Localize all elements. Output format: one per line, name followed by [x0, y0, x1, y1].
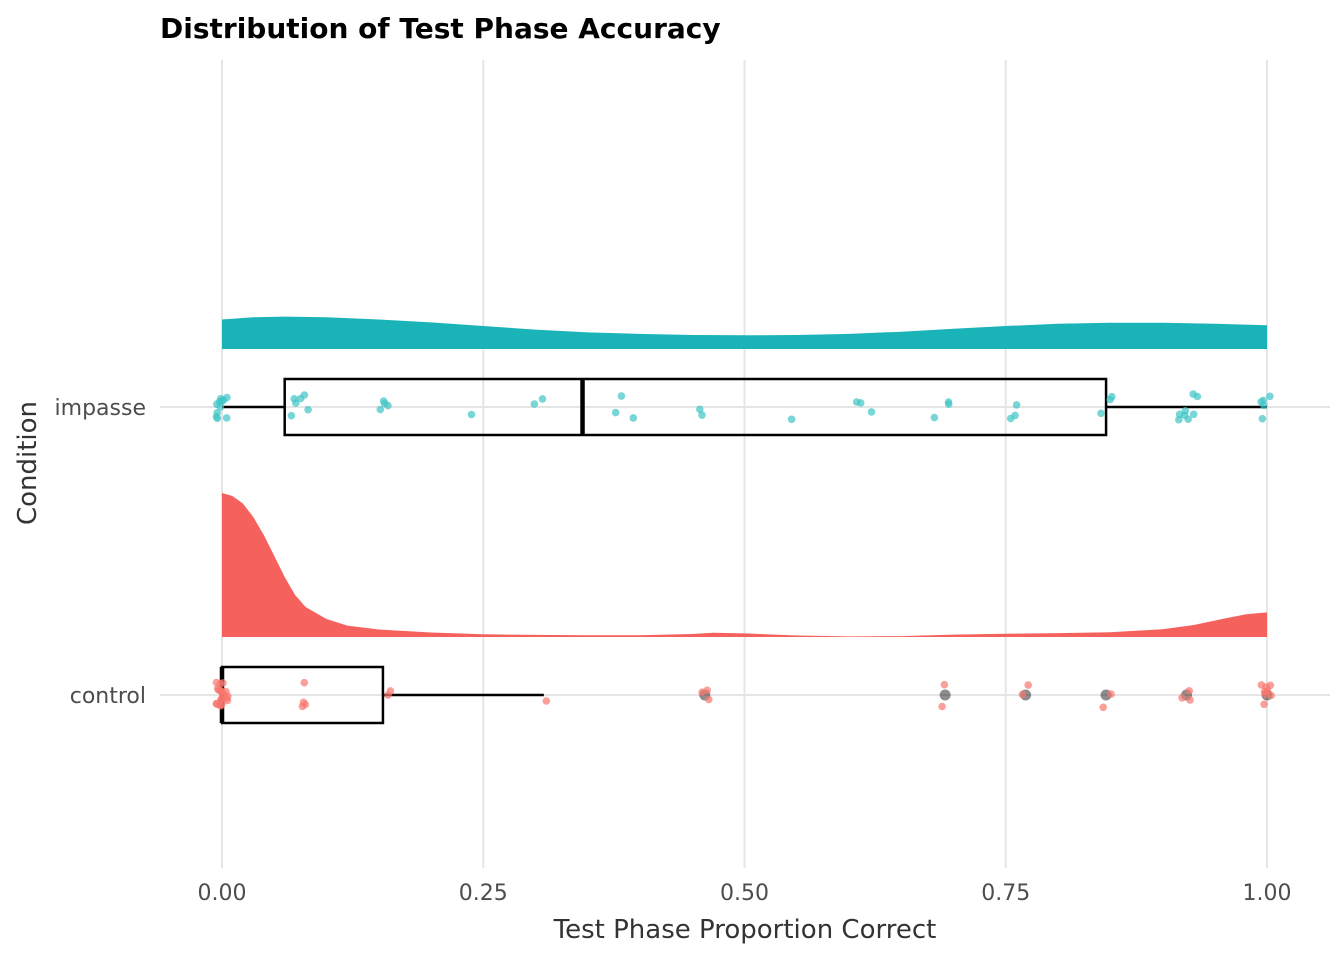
- point-control: [1024, 681, 1032, 689]
- point-impasse: [1108, 392, 1116, 401]
- point-impasse: [1189, 390, 1197, 398]
- point-control: [1107, 690, 1115, 698]
- point-control: [703, 686, 711, 695]
- point-control: [222, 687, 230, 696]
- y-axis-label: Condition: [13, 401, 43, 525]
- point-impasse: [384, 401, 392, 410]
- point-impasse: [787, 415, 796, 424]
- point-control: [217, 695, 226, 703]
- point-impasse: [944, 400, 953, 409]
- point-control: [1261, 690, 1269, 698]
- point-control: [1186, 696, 1194, 704]
- point-impasse: [611, 408, 620, 417]
- density-impasse: [222, 316, 1267, 349]
- point-impasse: [292, 399, 300, 407]
- point-impasse: [212, 413, 221, 421]
- x-tick-label: 0.25: [459, 881, 508, 906]
- point-impasse: [1189, 410, 1198, 419]
- point-impasse: [1097, 409, 1105, 418]
- point-control: [1262, 683, 1270, 691]
- point-control: [940, 680, 949, 689]
- point-control: [1185, 687, 1193, 695]
- jitter-points: [212, 390, 1275, 712]
- y-tick-label: control: [70, 684, 146, 709]
- x-tick-label: 0.50: [720, 881, 769, 906]
- point-control: [1018, 690, 1027, 699]
- point-impasse: [1266, 392, 1274, 401]
- point-control: [1267, 691, 1275, 700]
- point-impasse: [215, 398, 224, 406]
- point-impasse: [300, 391, 309, 399]
- x-axis-label: Test Phase Proportion Correct: [553, 915, 937, 945]
- point-impasse: [467, 410, 476, 419]
- point-impasse: [696, 405, 704, 414]
- point-impasse: [287, 411, 296, 420]
- point-impasse: [1259, 396, 1267, 405]
- point-impasse: [617, 392, 626, 400]
- point-control: [1178, 694, 1186, 702]
- chart-title: Distribution of Test Phase Accuracy: [160, 12, 721, 45]
- point-impasse: [538, 395, 547, 403]
- point-control: [386, 687, 395, 695]
- point-impasse: [1175, 415, 1183, 424]
- x-tick-label: 0.00: [198, 881, 247, 906]
- density-clouds: [222, 316, 1267, 637]
- point-impasse: [867, 408, 876, 416]
- boxplots: [219, 377, 1273, 725]
- y-tick-label: impasse: [55, 396, 146, 421]
- gridlines: [160, 60, 1330, 868]
- point-impasse: [1258, 414, 1267, 423]
- point-impasse: [629, 414, 638, 422]
- tick-labels: 0.00 0.25 0.50 0.75 1.00 impasse control: [55, 396, 1292, 906]
- x-tick-label: 0.75: [981, 881, 1030, 906]
- density-control: [222, 493, 1267, 637]
- point-control: [938, 702, 946, 711]
- point-impasse: [856, 399, 865, 407]
- point-control: [542, 697, 551, 705]
- point-control: [217, 702, 225, 710]
- point-impasse: [698, 411, 706, 419]
- point-impasse: [376, 405, 385, 414]
- point-impasse: [1012, 401, 1021, 409]
- point-impasse: [530, 400, 539, 408]
- point-impasse: [222, 414, 231, 422]
- point-control: [299, 698, 308, 707]
- point-impasse: [1184, 415, 1192, 424]
- point-impasse: [930, 413, 939, 422]
- point-control: [1099, 703, 1107, 712]
- point-control: [300, 678, 309, 687]
- point-control: [1260, 700, 1268, 709]
- point-control: [212, 678, 221, 687]
- point-impasse: [1011, 411, 1019, 420]
- box-impasse: [283, 377, 1108, 437]
- point-control: [705, 695, 713, 704]
- point-impasse: [304, 405, 312, 414]
- outlier-control: [939, 689, 951, 701]
- x-tick-label: 1.00: [1243, 881, 1292, 906]
